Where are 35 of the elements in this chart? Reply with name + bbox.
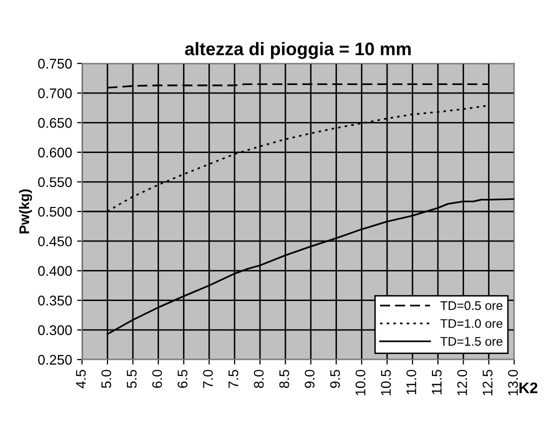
x-tick-label: 6.0 [152,370,162,388]
x-tick-label: 12.0 [457,370,468,396]
x-tick-label: 13.0 [508,370,518,396]
x-tick-label: 4.5 [76,370,86,388]
chart-title: altezza di pioggia = 10 mm [185,42,411,59]
y-tick-label: 0.700 [38,88,72,98]
x-tick-label: 6.5 [178,370,188,388]
x-tick-label: 12.5 [482,370,492,396]
x-tick-label: 7.0 [203,370,213,388]
x-axis-title: K2 [520,382,538,394]
x-tick-label: 9.0 [304,370,315,388]
x-tick-label: 5.0 [101,370,112,388]
x-tick-label: 11.0 [406,370,416,394]
y-tick-label: 0.500 [38,206,72,217]
y-tick-label: 0.450 [38,236,72,246]
y-tick-label: 0.650 [38,118,72,128]
x-tick-label: 5.5 [126,370,137,388]
y-tick-label: 0.300 [38,325,72,336]
legend-label: TD=1.5 ore [440,337,502,346]
legend-label: TD=0.5 ore [440,301,502,310]
x-tick-label: 8.5 [279,370,290,388]
legend-label: TD=1.0 ore [440,319,502,328]
x-tick-label: 10.0 [356,370,366,396]
x-tick-label: 10.5 [380,370,391,396]
y-tick-label: 0.600 [38,148,72,158]
y-tick-label: 0.250 [38,354,72,365]
y-tick-label: 0.750 [38,58,72,69]
x-tick-label: 9.5 [330,370,340,388]
y-axis-title: Pw(kg) [19,189,32,234]
x-tick-label: 11.5 [432,370,442,394]
y-tick-label: 0.400 [38,266,72,276]
y-tick-label: 0.550 [38,177,72,188]
x-tick-label: 8.0 [254,370,264,388]
x-tick-label: 7.5 [228,370,238,388]
y-tick-label: 0.350 [38,296,72,306]
